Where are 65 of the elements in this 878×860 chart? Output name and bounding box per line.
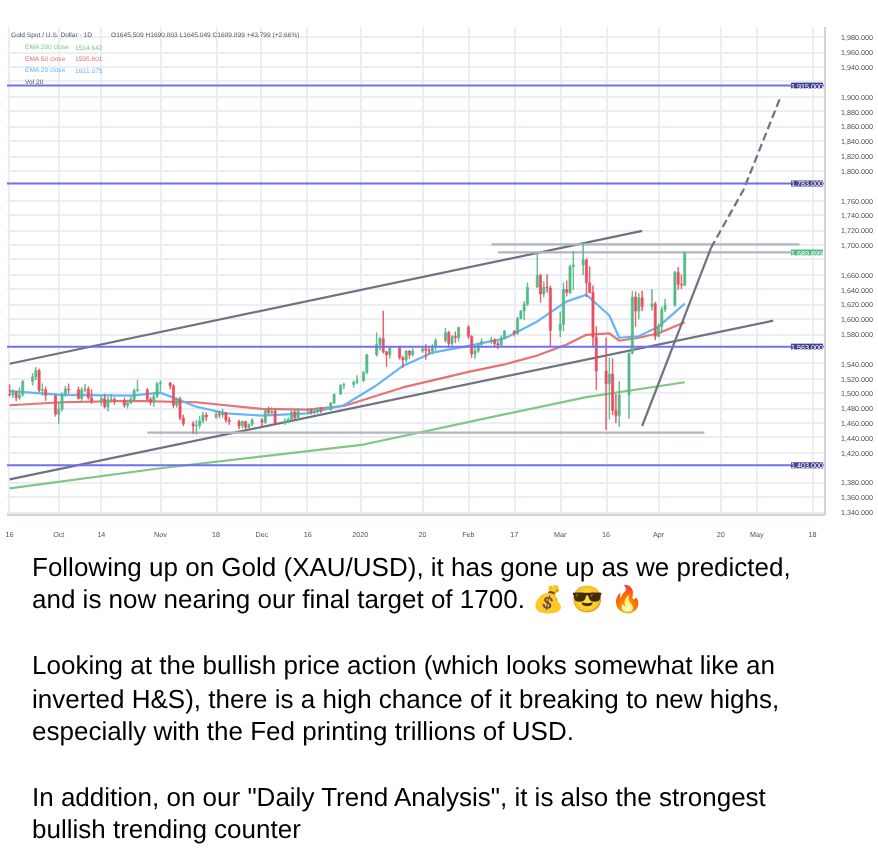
candlestick bbox=[319, 407, 323, 413]
candlestick bbox=[660, 306, 664, 333]
candlestick bbox=[427, 347, 431, 355]
candlestick bbox=[21, 379, 25, 397]
candlestick bbox=[201, 411, 205, 424]
candlestick bbox=[604, 337, 608, 431]
candlestick bbox=[11, 389, 15, 399]
candlestick bbox=[447, 330, 451, 347]
candlestick bbox=[283, 418, 287, 425]
candlestick bbox=[683, 251, 687, 287]
candlestick bbox=[99, 395, 103, 406]
text: Following up on Gold (XAU/USD), it has gone up as we predicted, and is now nearing our final target of 1700. 💰 😎 🔥 bbox=[32, 552, 791, 615]
candlestick bbox=[224, 411, 228, 423]
candlestick bbox=[411, 347, 415, 357]
line-series bbox=[8, 293, 686, 417]
candlestick bbox=[227, 416, 231, 425]
candlestick bbox=[67, 383, 71, 394]
candlestick bbox=[260, 418, 264, 428]
candlestick bbox=[306, 407, 310, 414]
candlestick bbox=[653, 301, 657, 341]
candlestick bbox=[122, 397, 126, 408]
candlestick bbox=[434, 338, 438, 351]
candlestick bbox=[293, 410, 297, 421]
candlestick bbox=[499, 335, 503, 347]
candlestick bbox=[329, 401, 333, 411]
candlestick bbox=[106, 396, 110, 412]
candlestick bbox=[273, 409, 277, 425]
candlestick bbox=[676, 266, 680, 290]
candlestick bbox=[37, 368, 41, 393]
candlestick bbox=[489, 336, 493, 345]
candlestick bbox=[250, 418, 254, 427]
candlestick bbox=[581, 242, 585, 276]
candlestick bbox=[175, 397, 179, 408]
candlestick bbox=[650, 289, 654, 311]
candlestick bbox=[309, 408, 313, 415]
text: In addition, on our "Daily Trend Analysis", it is also the strongest bullish trending counter bbox=[32, 781, 766, 845]
candlestick bbox=[155, 381, 159, 399]
candlestick bbox=[14, 390, 18, 402]
candlestick bbox=[355, 375, 359, 385]
candlestick bbox=[404, 350, 408, 363]
candlestick bbox=[129, 396, 133, 405]
candlestick bbox=[145, 387, 149, 402]
candlestick bbox=[473, 347, 477, 359]
candlestick bbox=[34, 367, 38, 381]
candlestick bbox=[296, 407, 300, 422]
candlestick bbox=[450, 335, 454, 346]
candlestick bbox=[365, 353, 369, 375]
candlestick bbox=[352, 380, 356, 388]
candlestick bbox=[388, 346, 392, 359]
line-series bbox=[8, 381, 686, 490]
candlestick bbox=[263, 408, 267, 425]
candlestick bbox=[204, 412, 208, 422]
candlestick bbox=[401, 355, 405, 368]
line-series bbox=[8, 321, 686, 411]
candlestick bbox=[565, 280, 569, 297]
candlestick bbox=[191, 421, 195, 434]
candlestick bbox=[342, 382, 346, 390]
text: Looking at the bullish price action (which looks somewhat like an inverted H&S), there is a high chance of it breaking to new highs, especially with the Fed printing trillions of USD. bbox=[32, 650, 780, 747]
candlestick bbox=[286, 417, 290, 424]
candlestick bbox=[512, 329, 516, 337]
candlestick bbox=[237, 419, 241, 430]
candlestick bbox=[214, 410, 218, 419]
candlestick bbox=[673, 270, 677, 307]
candlestick bbox=[247, 423, 251, 429]
candlestick bbox=[617, 381, 621, 428]
